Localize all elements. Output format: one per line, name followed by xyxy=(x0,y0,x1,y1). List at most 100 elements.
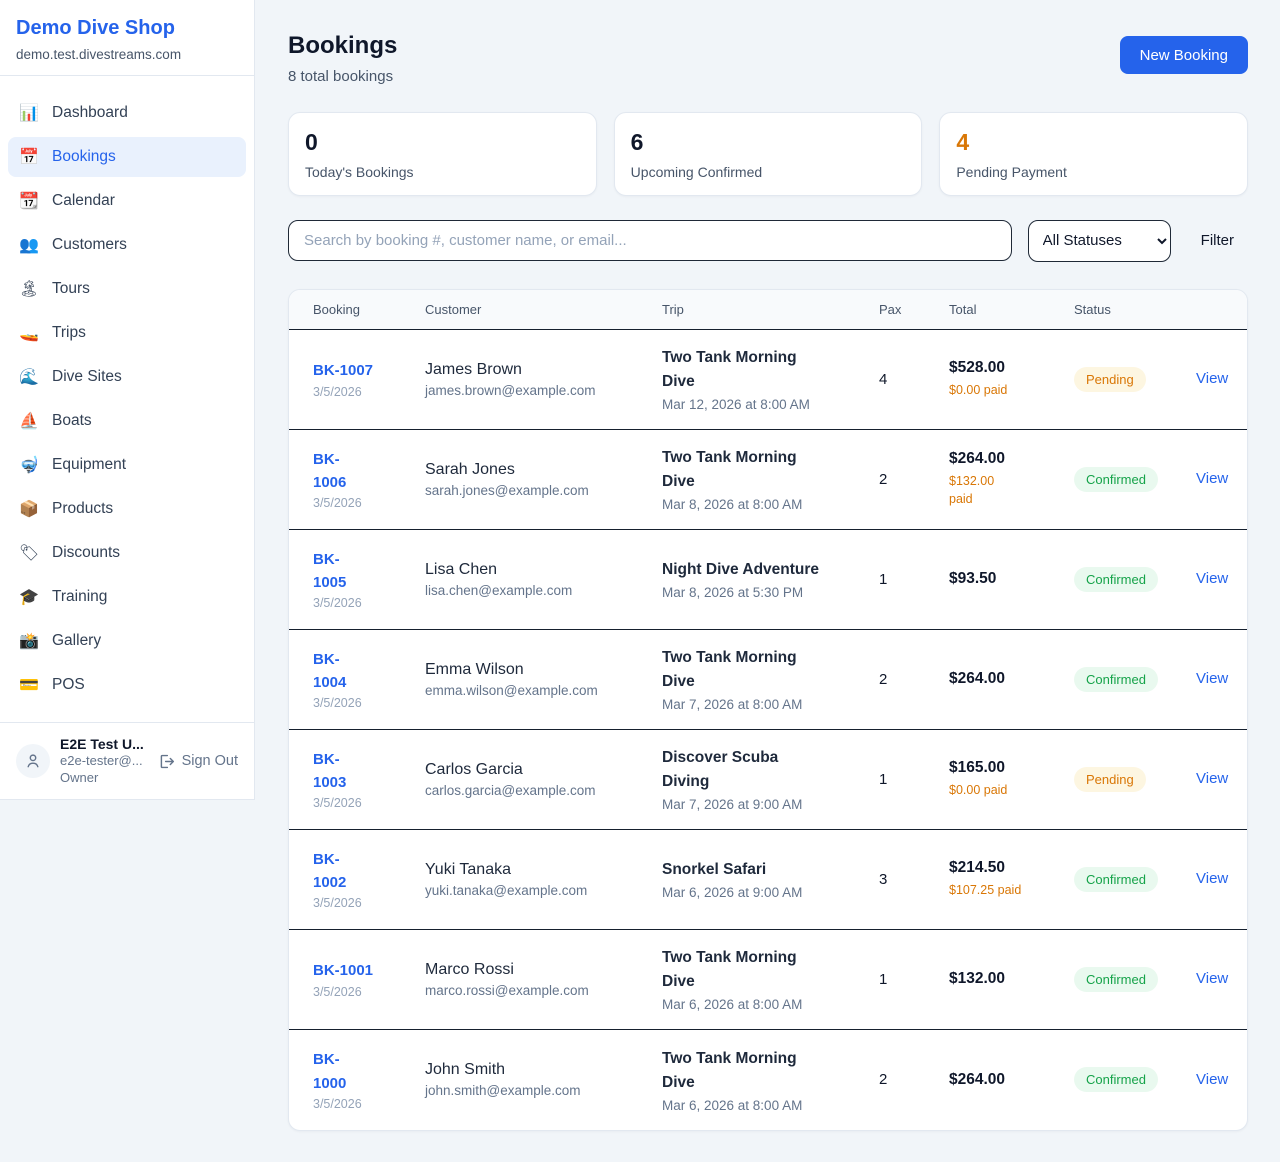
booking-id-link[interactable]: BK- 1000 xyxy=(313,1051,347,1092)
island-icon: 🏝 xyxy=(18,281,40,298)
sign-out-button[interactable]: Sign Out xyxy=(158,753,238,770)
booking-id-link[interactable]: BK- 1002 xyxy=(313,850,347,892)
sidebar-item-label: Boats xyxy=(52,412,92,429)
sidebar-item-dive-sites[interactable]: 🌊 Dive Sites xyxy=(8,357,246,397)
view-booking-link[interactable]: View xyxy=(1196,470,1229,488)
column-header: Total xyxy=(949,301,977,317)
view-booking-link[interactable]: View xyxy=(1196,670,1229,688)
sidebar-item-gallery[interactable]: 📸 Gallery xyxy=(8,621,246,661)
customer-cell: Emma Wilson emma.wilson@example.com xyxy=(425,661,662,698)
column-header: Status xyxy=(1074,301,1111,317)
status-filter-select[interactable]: All Statuses xyxy=(1027,219,1171,262)
total-cell: $214.50 $107.25 paid xyxy=(949,859,1074,899)
avatar xyxy=(16,744,50,779)
view-booking-link[interactable]: View xyxy=(1196,870,1229,888)
trip-name: Two Tank Morning Dive xyxy=(662,949,797,991)
trip-datetime: Mar 6, 2026 at 8:00 AM xyxy=(662,997,803,1013)
sidebar-item-bookings[interactable]: 📅 Bookings xyxy=(8,137,246,177)
total-amount: $264.00 xyxy=(949,449,1006,467)
status-cell: Pending xyxy=(1074,766,1196,792)
customer-email: yuki.tanaka@example.com xyxy=(425,882,588,898)
sign-out-label: Sign Out xyxy=(181,753,238,770)
booking-id-link[interactable]: BK- 1006 xyxy=(313,450,347,492)
status-cell: Confirmed xyxy=(1074,966,1196,992)
trip-cell: Discover Scuba Diving Mar 7, 2026 at 9:0… xyxy=(662,746,879,812)
trip-cell: Two Tank Morning Dive Mar 6, 2026 at 8:0… xyxy=(662,1047,879,1113)
pax-count: 4 xyxy=(879,370,888,388)
trip-name: Snorkel Safari xyxy=(662,861,767,879)
search-input[interactable] xyxy=(288,220,1012,262)
filter-button[interactable]: Filter xyxy=(1187,232,1248,249)
status-badge: Confirmed xyxy=(1074,666,1158,692)
stat-card-pending-payment: 4 Pending Payment xyxy=(939,112,1249,196)
people-icon: 👥 xyxy=(19,237,39,254)
total-cell: $264.00 $132.00 paid xyxy=(949,450,1074,508)
page-header: Bookings 8 total bookings New Booking xyxy=(288,32,1248,85)
sidebar-item-trips[interactable]: 🚤 Trips xyxy=(8,313,246,353)
sidebar-nav: 📊 Dashboard 📅 Bookings 📆 Calendar 👥 Cust… xyxy=(0,76,254,722)
customer-cell: Marco Rossi marco.rossi@example.com xyxy=(425,961,662,998)
view-booking-link[interactable]: View xyxy=(1196,1070,1229,1088)
stat-label: Today's Bookings xyxy=(305,163,414,180)
sidebar-item-products[interactable]: 📦 Products xyxy=(8,489,246,529)
sidebar-item-label: Gallery xyxy=(52,632,102,649)
view-booking-link[interactable]: View xyxy=(1196,770,1229,788)
shop-domain: demo.test.divestreams.com xyxy=(16,47,182,62)
booking-id-link[interactable]: BK- 1005 xyxy=(313,550,347,592)
total-amount: $528.00 xyxy=(949,359,1006,377)
pax-count: 2 xyxy=(879,470,888,488)
sidebar-item-customers[interactable]: 👥 Customers xyxy=(8,225,246,265)
tear-off-calendar-icon: 📆 xyxy=(19,193,39,210)
customer-cell: Carlos Garcia carlos.garcia@example.com xyxy=(425,761,662,798)
status-badge: Pending xyxy=(1074,366,1146,392)
trip-name: Discover Scuba Diving xyxy=(662,749,779,791)
booking-id-link[interactable]: BK- 1003 xyxy=(313,750,347,792)
total-cell: $264.00 xyxy=(949,670,1074,688)
view-booking-link[interactable]: View xyxy=(1196,370,1229,388)
sidebar-item-tours[interactable]: 🏝 Tours xyxy=(8,269,246,309)
page-subtitle: 8 total bookings xyxy=(288,68,394,85)
sidebar-item-training[interactable]: 🎓 Training xyxy=(8,577,246,617)
table-row: BK- 1000 3/5/2026 John Smith john.smith@… xyxy=(289,1030,1247,1130)
new-booking-button[interactable]: New Booking xyxy=(1119,36,1248,74)
sidebar-item-dashboard[interactable]: 📊 Dashboard xyxy=(8,93,246,133)
booking-id-link[interactable]: BK- 1004 xyxy=(313,650,347,692)
customer-name: Lisa Chen xyxy=(425,560,498,578)
customer-name: Emma Wilson xyxy=(425,660,524,678)
diving-mask-icon: 🤿 xyxy=(19,457,39,474)
sidebar-item-pos[interactable]: 💳 POS xyxy=(8,665,246,705)
customer-email: john.smith@example.com xyxy=(425,1083,581,1099)
status-cell: Confirmed xyxy=(1074,866,1196,892)
sidebar-item-discounts[interactable]: 🏷 Discounts xyxy=(8,533,246,573)
customer-email: emma.wilson@example.com xyxy=(425,682,598,698)
action-cell: View xyxy=(1196,470,1228,488)
sidebar-item-boats[interactable]: ⛵ Boats xyxy=(8,401,246,441)
customer-cell: Yuki Tanaka yuki.tanaka@example.com xyxy=(425,861,662,898)
view-booking-link[interactable]: View xyxy=(1196,570,1229,588)
customer-email: marco.rossi@example.com xyxy=(425,982,589,998)
table-row: BK-1007 3/5/2026 James Brown james.brown… xyxy=(289,330,1247,430)
booking-id-link[interactable]: BK-1007 xyxy=(313,362,374,380)
tag-icon: 🏷 xyxy=(18,545,40,562)
paid-amount: $132.00 paid xyxy=(949,473,995,507)
status-badge: Confirmed xyxy=(1074,1067,1158,1093)
customer-name: Carlos Garcia xyxy=(425,760,523,778)
total-amount: $93.50 xyxy=(949,570,997,588)
sidebar-item-calendar[interactable]: 📆 Calendar xyxy=(8,181,246,221)
stat-card-todays-bookings: 0 Today's Bookings xyxy=(288,112,597,196)
booking-id-link[interactable]: BK-1001 xyxy=(313,962,374,980)
stat-card-upcoming-confirmed: 6 Upcoming Confirmed xyxy=(613,112,923,196)
table-row: BK- 1005 3/5/2026 Lisa Chen lisa.chen@ex… xyxy=(289,530,1247,630)
pax-count: 1 xyxy=(879,970,888,988)
status-cell: Confirmed xyxy=(1074,466,1196,492)
customer-cell: Sarah Jones sarah.jones@example.com xyxy=(425,461,662,498)
sidebar-item-equipment[interactable]: 🤿 Equipment xyxy=(8,445,246,485)
column-header: Customer xyxy=(425,301,482,317)
trip-datetime: Mar 12, 2026 at 8:00 AM xyxy=(662,397,810,413)
total-cell: $93.50 xyxy=(949,570,1074,588)
view-booking-link[interactable]: View xyxy=(1196,970,1229,988)
booking-cell: BK- 1005 3/5/2026 xyxy=(313,548,425,611)
customer-name: James Brown xyxy=(425,360,522,378)
stats-row: 0 Today's Bookings 6 Upcoming Confirmed … xyxy=(288,112,1249,196)
trip-cell: Two Tank Morning Dive Mar 6, 2026 at 8:0… xyxy=(662,946,879,1012)
